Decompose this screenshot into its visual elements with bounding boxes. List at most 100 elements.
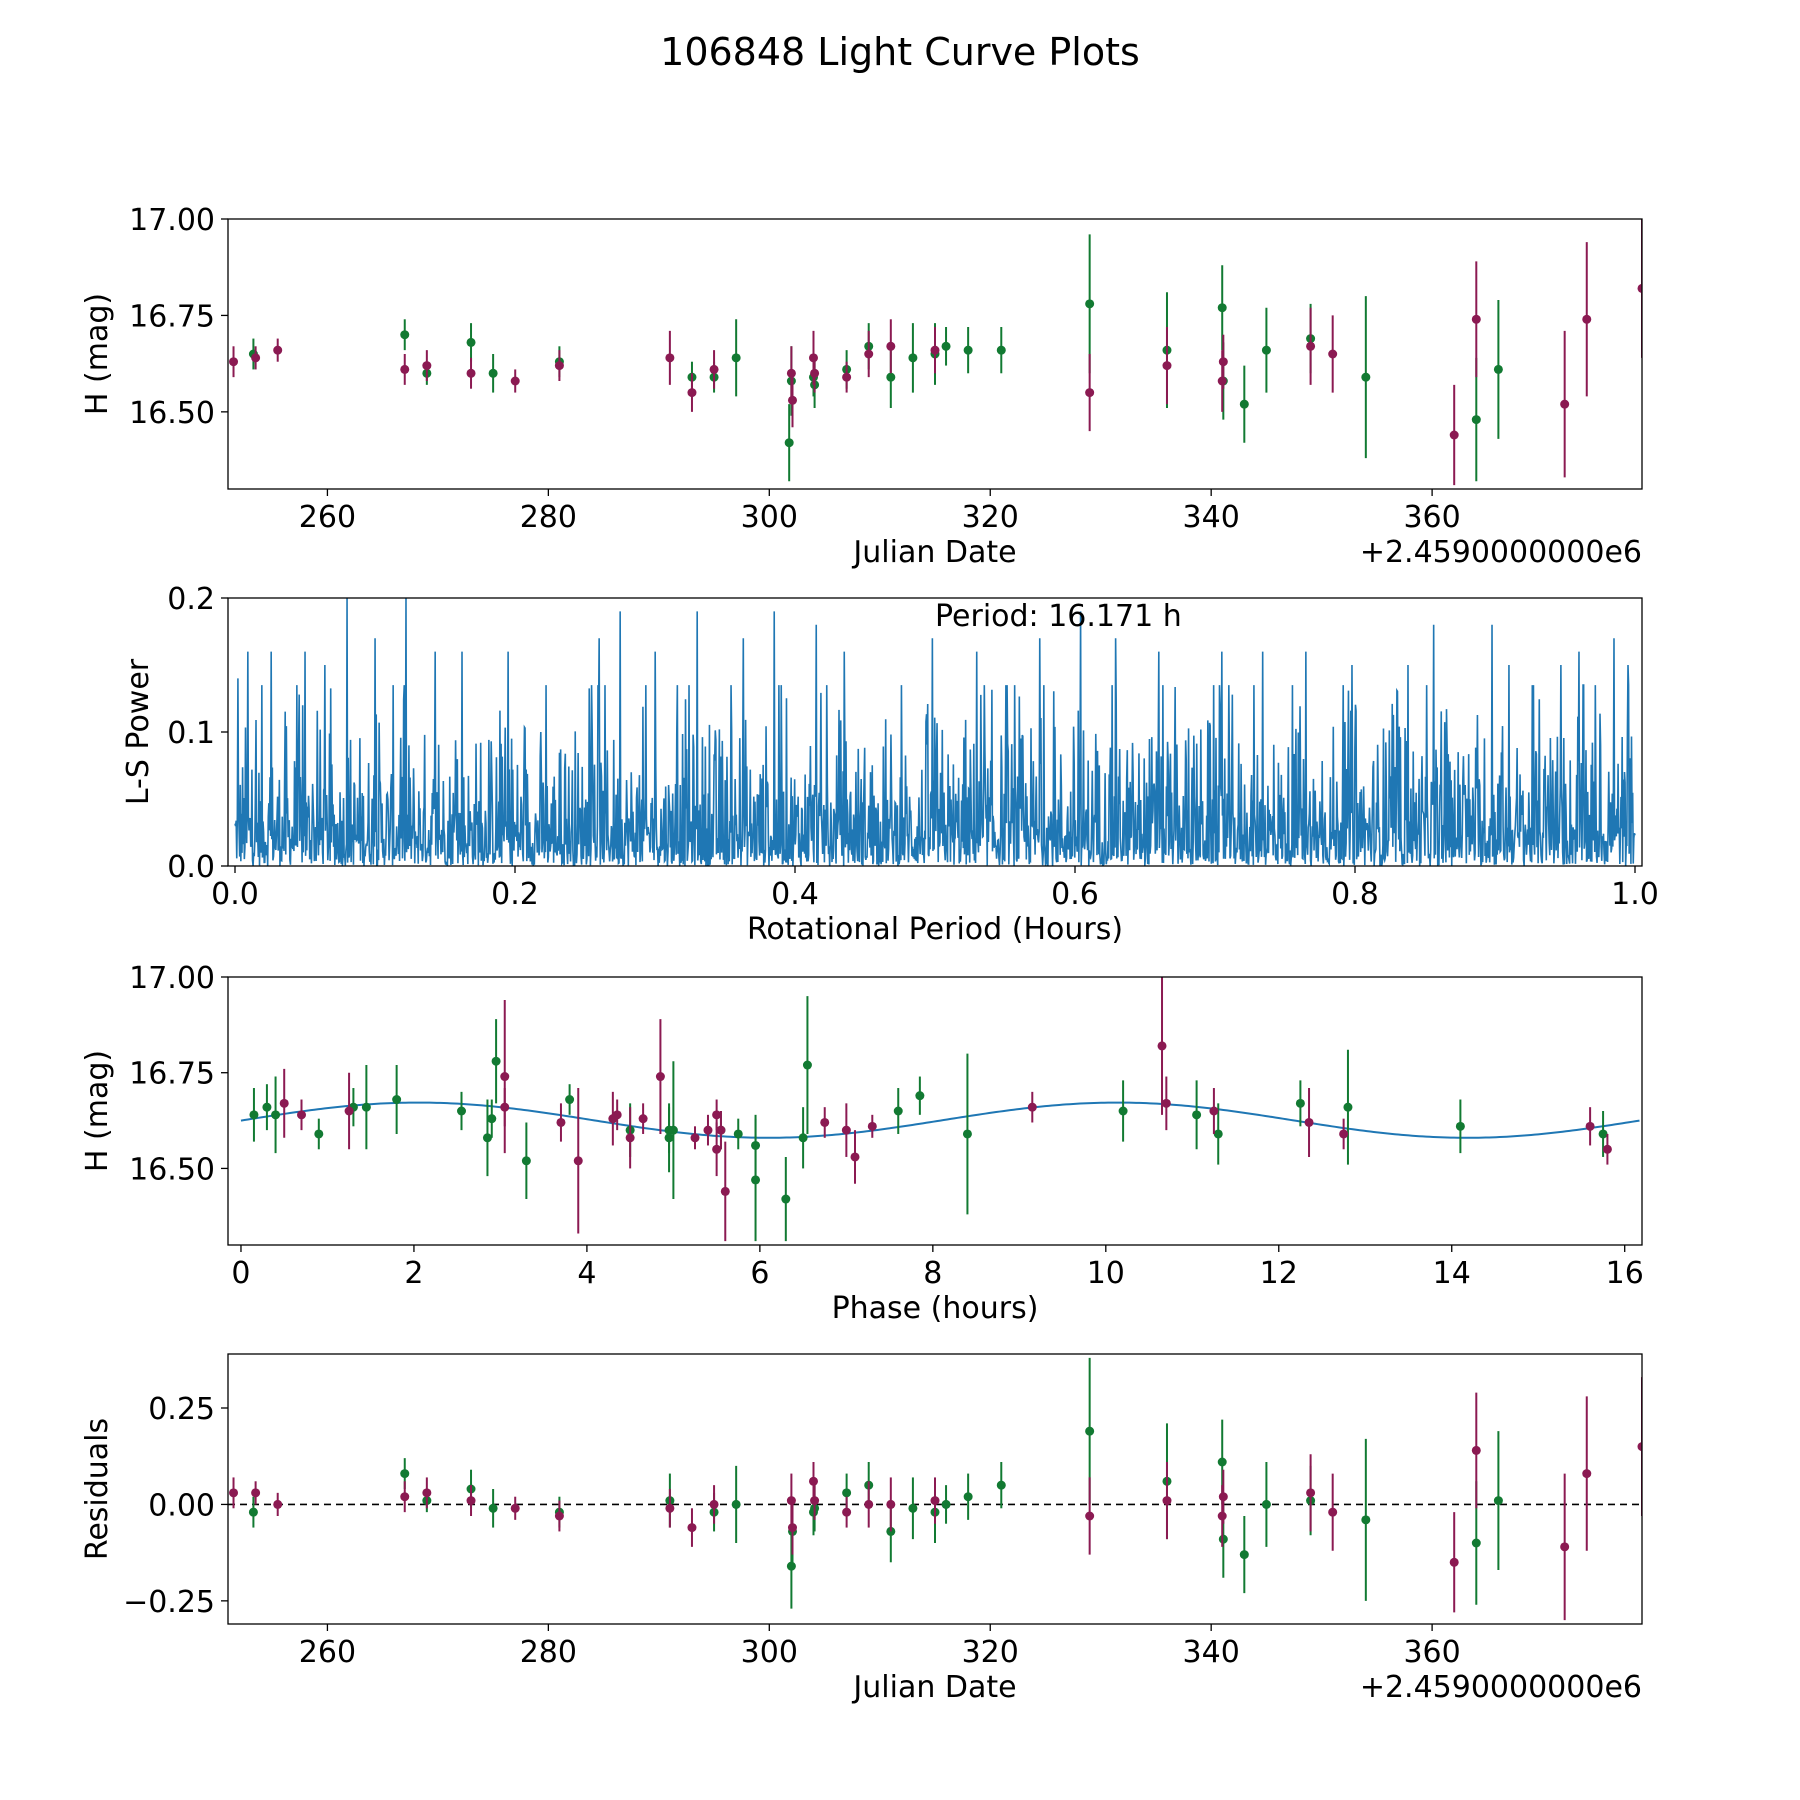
data-point <box>565 1095 575 1105</box>
data-point <box>886 372 896 382</box>
data-point <box>400 330 410 340</box>
series-maroon <box>229 1377 1642 1621</box>
data-point <box>864 1499 874 1509</box>
data-point <box>810 368 820 378</box>
data-point <box>251 1488 261 1498</box>
x-tick-label: 2 <box>404 1256 423 1291</box>
data-point <box>915 1091 925 1101</box>
data-point <box>466 337 476 347</box>
data-point <box>1449 1557 1459 1567</box>
data-point <box>808 353 818 363</box>
data-point <box>262 1102 272 1112</box>
plot-area <box>240 977 1640 1242</box>
data-point <box>941 341 951 351</box>
x-tick-label: 8 <box>923 1256 942 1291</box>
data-point <box>1239 399 1249 409</box>
data-point <box>712 1144 722 1154</box>
data-point <box>798 1133 808 1143</box>
data-point <box>709 1499 719 1509</box>
data-point <box>273 1499 283 1509</box>
x-tick-label: 260 <box>299 1635 356 1670</box>
data-point <box>556 1117 566 1127</box>
data-point <box>893 1106 903 1116</box>
data-point <box>1637 1442 1642 1452</box>
x-tick-label: 0.0 <box>211 877 259 912</box>
data-point <box>1328 349 1338 359</box>
data-point <box>1582 314 1592 324</box>
data-point <box>941 1499 951 1509</box>
data-point <box>229 357 239 367</box>
data-point <box>655 1072 665 1082</box>
x-tick-label: 360 <box>1403 500 1460 535</box>
y-tick-label: 0.0 <box>167 850 215 885</box>
data-point <box>521 1156 531 1166</box>
y-tick-label: 16.75 <box>129 1057 215 1092</box>
data-point <box>1085 1511 1095 1521</box>
data-point <box>1218 1492 1228 1502</box>
data-point <box>625 1133 635 1143</box>
data-point <box>457 1106 467 1116</box>
series-green <box>249 996 1608 1242</box>
data-point <box>1471 415 1481 425</box>
data-point <box>867 1121 877 1131</box>
data-point <box>1027 1102 1037 1112</box>
y-tick-label: −0.25 <box>123 1585 215 1620</box>
data-point <box>510 1503 520 1513</box>
data-point <box>687 1523 697 1533</box>
data-point <box>668 1125 678 1135</box>
data-point <box>716 1125 726 1135</box>
x-tick-label: 4 <box>577 1256 596 1291</box>
data-point <box>665 353 675 363</box>
data-point <box>510 376 520 386</box>
data-point <box>781 1194 791 1204</box>
data-point <box>1261 1499 1271 1509</box>
data-point <box>361 1102 371 1112</box>
data-point <box>344 1106 354 1116</box>
data-point <box>279 1098 289 1108</box>
data-point <box>996 1480 1006 1490</box>
data-point <box>842 372 852 382</box>
x-tick-label: 6 <box>750 1256 769 1291</box>
data-point <box>731 353 741 363</box>
data-point <box>886 1499 896 1509</box>
y-tick-label: 16.50 <box>129 1152 215 1187</box>
data-point <box>886 341 896 351</box>
axes-frame <box>227 1353 1643 1625</box>
data-point <box>751 1175 761 1185</box>
data-point <box>1085 299 1095 309</box>
panel-4: 260 280 300 320 340 360 −0.25 0.00 0.25 Julian Da… <box>80 1353 1643 1705</box>
data-point <box>488 1503 498 1513</box>
panel-2: Period: 16.171 h 0.0 0.2 0.4 0.6 0.8 1.0 0.0 0.1… <box>121 582 1659 947</box>
y-tick-label: 16.50 <box>129 396 215 431</box>
plot-area <box>229 219 1642 486</box>
data-point <box>1217 1457 1227 1467</box>
data-point <box>930 345 940 355</box>
data-point <box>1493 1496 1503 1506</box>
x-tick-label: 0.6 <box>1051 877 1099 912</box>
data-point <box>1295 1098 1305 1108</box>
data-point <box>466 368 476 378</box>
x-axis-label: Phase (hours) <box>832 1291 1039 1326</box>
data-point <box>1217 1511 1227 1521</box>
x-tick-label: 280 <box>520 500 577 535</box>
data-point <box>703 1125 713 1135</box>
panel-3: 0 2 4 6 8 10 12 14 16 16.50 16.75 17.00 Phase (hours… <box>80 961 1644 1326</box>
data-point <box>864 349 874 359</box>
data-point <box>786 368 796 378</box>
data-point <box>1598 1129 1608 1139</box>
data-point <box>1339 1129 1349 1139</box>
data-point <box>908 353 918 363</box>
data-point <box>962 1129 972 1139</box>
data-point <box>1261 345 1271 355</box>
data-point <box>720 1186 730 1196</box>
data-point <box>482 1133 492 1143</box>
data-point <box>314 1129 324 1139</box>
data-point <box>297 1110 307 1120</box>
data-point <box>963 1492 973 1502</box>
data-point <box>1209 1106 1219 1116</box>
data-point <box>731 1499 741 1509</box>
data-point <box>422 1488 432 1498</box>
data-point <box>1582 1469 1592 1479</box>
data-point <box>1304 1117 1314 1127</box>
data-point <box>1161 1098 1171 1108</box>
